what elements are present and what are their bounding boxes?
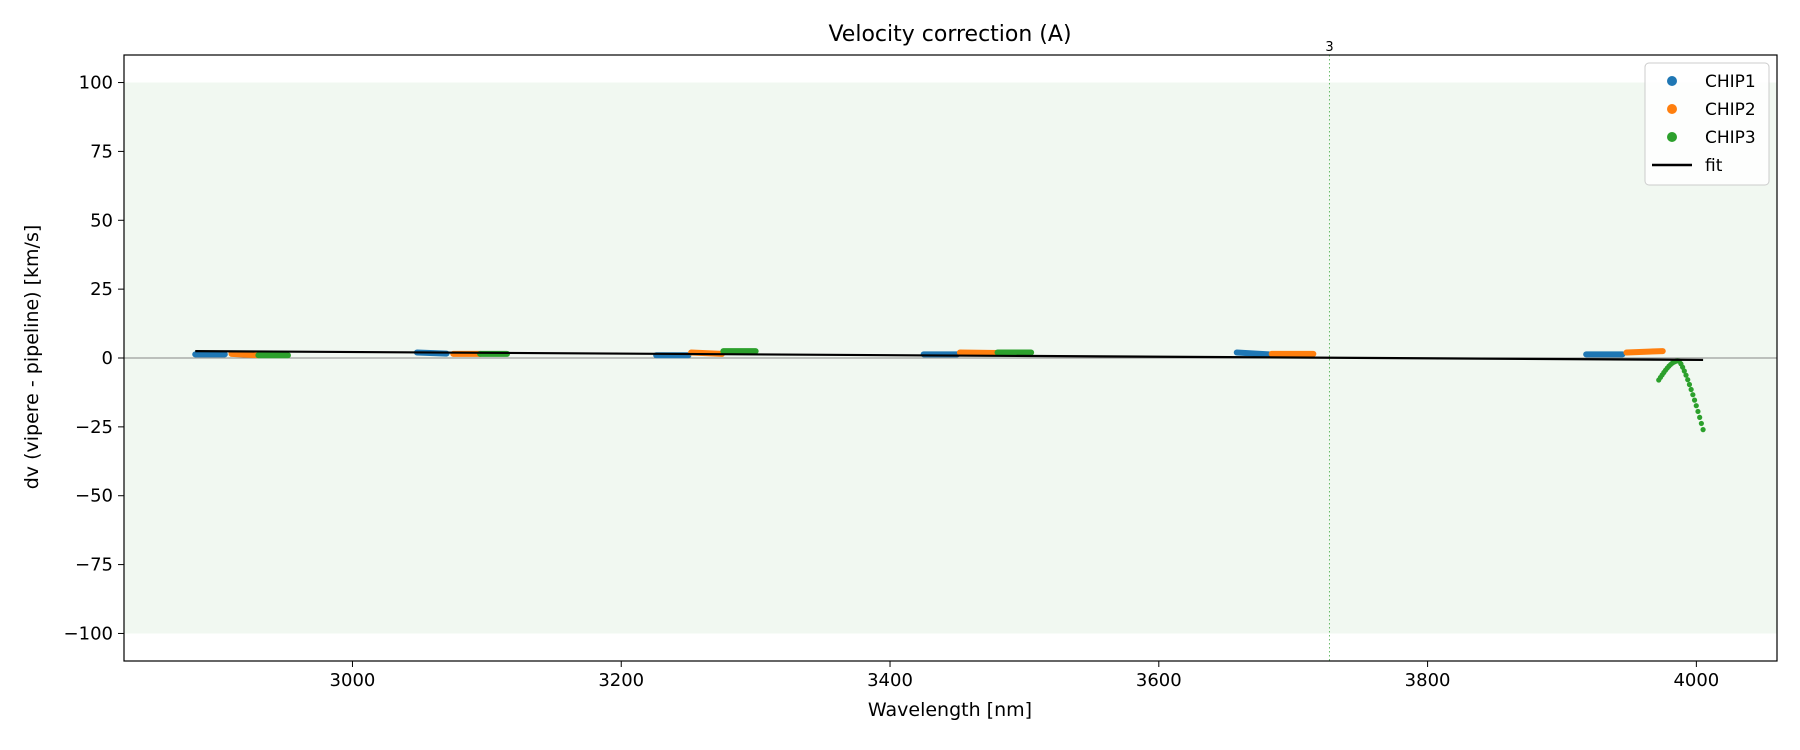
y-tick-label: 0	[102, 348, 113, 369]
chip3-points	[1698, 420, 1704, 427]
y-tick-label: −75	[75, 555, 113, 576]
chip3-points	[1681, 368, 1687, 374]
chip3-points	[1683, 372, 1689, 378]
chip2-points	[228, 350, 262, 359]
chart-title: Velocity correction (A)	[828, 22, 1071, 47]
y-tick-label: −100	[64, 623, 113, 644]
y-tick-label: 25	[90, 279, 113, 300]
chip3-points	[1693, 403, 1699, 409]
chip3-points	[1691, 397, 1698, 403]
chip3-points	[1700, 427, 1706, 433]
legend-chip3-swatch	[1667, 132, 1677, 142]
y-tick-label: 75	[90, 141, 113, 162]
x-tick-label: 3400	[867, 670, 913, 691]
y-tick-label: 50	[90, 210, 113, 231]
y-axis-label: dv (vipere - pipeline) [km/s]	[21, 225, 43, 490]
chip3-points	[1685, 377, 1691, 383]
legend-chip2-label: CHIP2	[1705, 100, 1756, 120]
chip1-points	[1233, 349, 1273, 358]
x-tick-label: 3200	[598, 670, 644, 691]
x-tick-label: 3600	[1136, 670, 1182, 691]
y-tick-label: −25	[75, 417, 113, 438]
legend-chip2-swatch	[1667, 104, 1677, 114]
y-tick-label: −50	[75, 486, 113, 507]
vertical-marker-label: 3	[1325, 40, 1333, 55]
legend-chip1-label: CHIP1	[1705, 72, 1756, 92]
chip3-points	[1695, 408, 1701, 415]
chip3-points	[1690, 392, 1696, 398]
chip2-points	[1623, 348, 1666, 356]
chip2-points	[956, 349, 1001, 357]
x-axis-label: Wavelength [nm]	[868, 699, 1032, 721]
chip3-points	[1688, 386, 1694, 393]
plot-area: 3 3000 3200 3400 3600 3800 4000 100 75 50 25 0 −25 −5…	[64, 40, 1778, 691]
x-tick-label: 4000	[1673, 670, 1719, 691]
y-tick-label: 100	[79, 73, 113, 94]
fit-line	[195, 350, 1704, 362]
legend-box	[1644, 62, 1770, 186]
x-tick-label: 3800	[1405, 670, 1451, 691]
chip3-points	[1697, 414, 1703, 420]
legend: CHIP1 CHIP2 CHIP3 fit	[1644, 62, 1770, 186]
chip3-points	[1686, 381, 1693, 388]
legend-fit-label: fit	[1705, 156, 1723, 176]
x-tick-label: 3000	[330, 670, 376, 691]
legend-chip1-swatch	[1667, 76, 1677, 86]
data-layer	[192, 348, 1706, 433]
legend-chip3-label: CHIP3	[1705, 128, 1756, 148]
